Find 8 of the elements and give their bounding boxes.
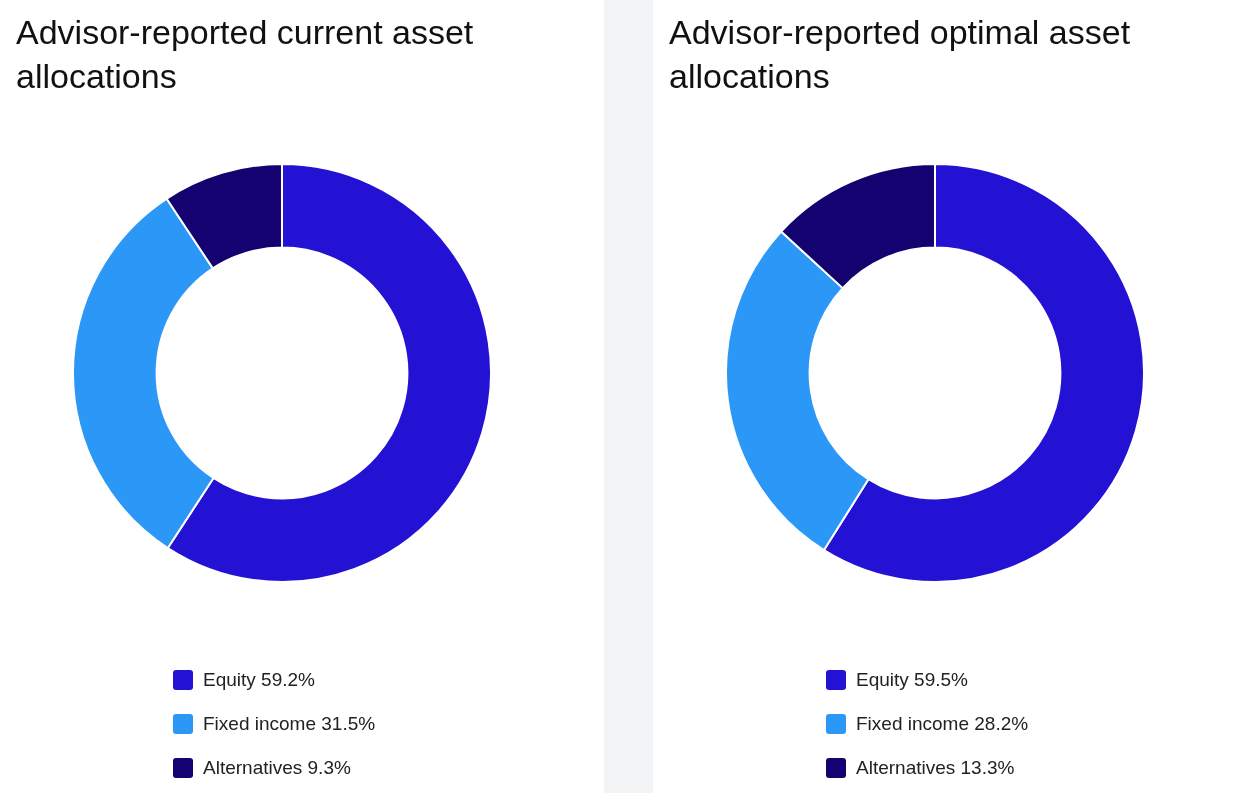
legend-label: Equity 59.5% <box>856 669 968 691</box>
legend-label: Alternatives 13.3% <box>856 757 1015 779</box>
legend-label: Fixed income 31.5% <box>203 713 376 735</box>
legend-label: Fixed income 28.2% <box>856 713 1029 735</box>
legend-label: Alternatives 9.3% <box>203 757 351 779</box>
legend-label: Equity 59.2% <box>203 669 315 691</box>
chart-title: Advisor-reported current asset allocations <box>16 12 475 97</box>
chart-title: Advisor-reported optimal asset allocations <box>669 12 1132 97</box>
